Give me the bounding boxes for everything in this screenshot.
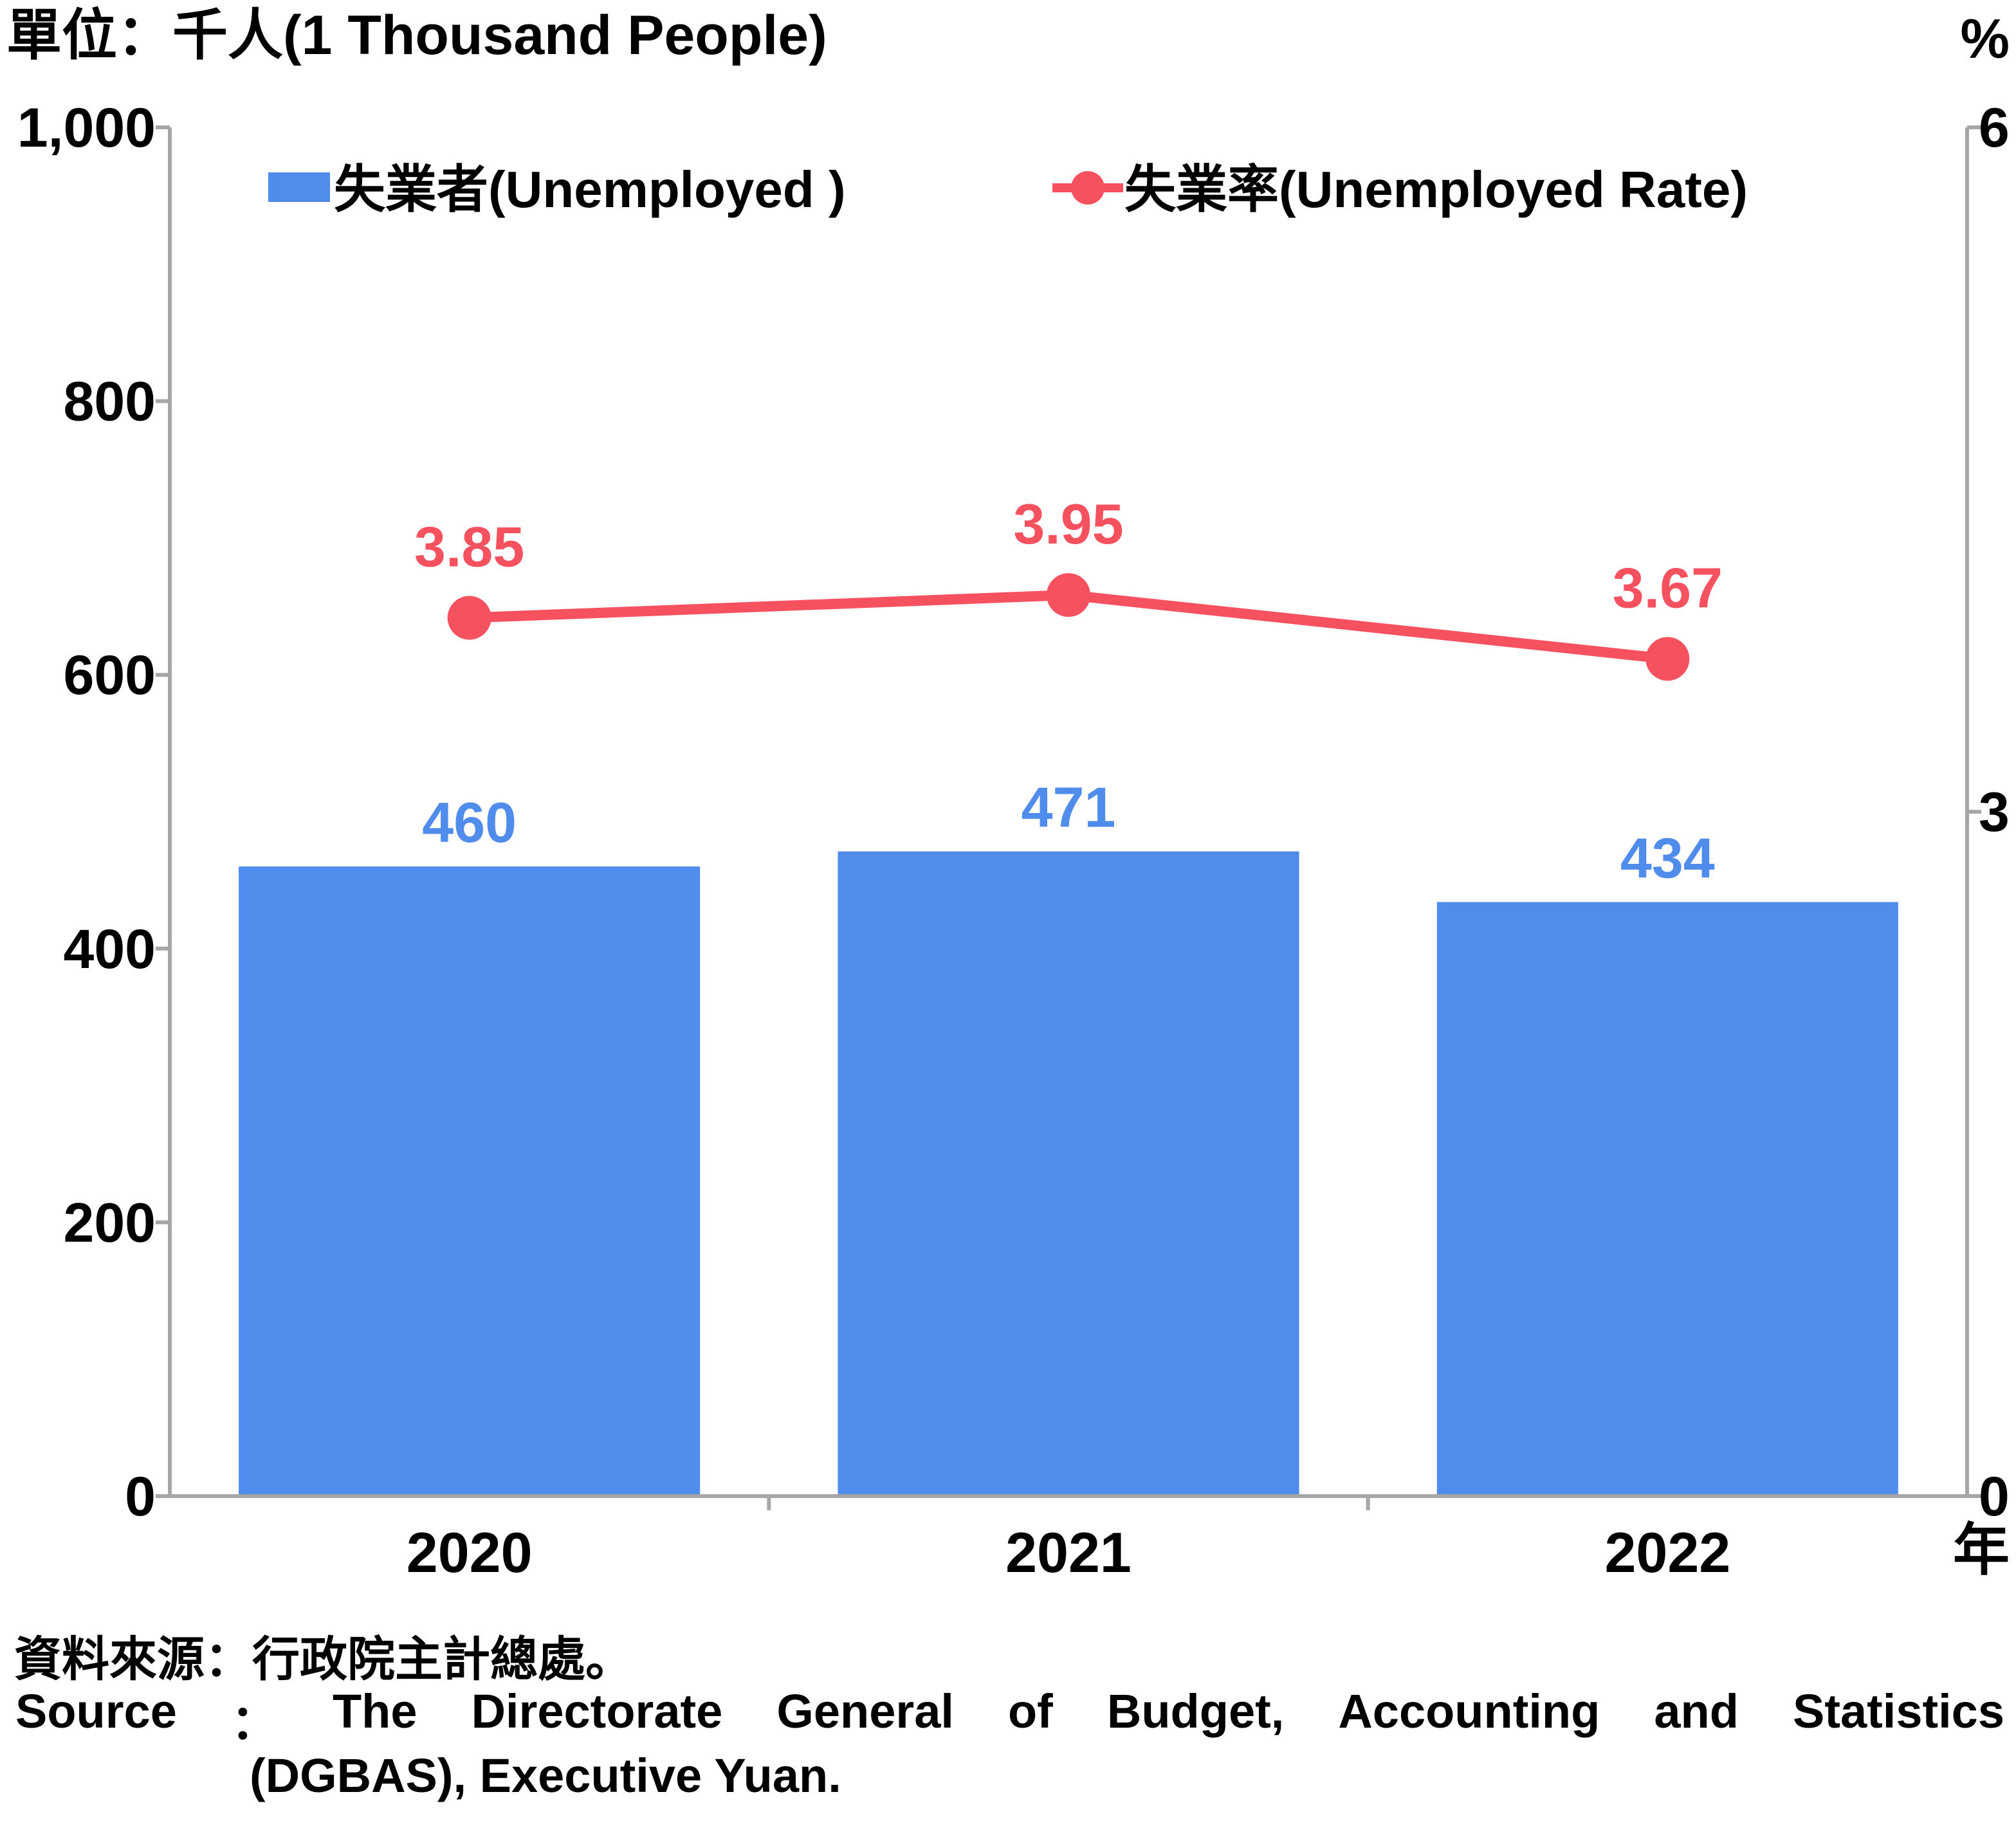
rate-point-2021 xyxy=(1047,573,1090,617)
data-labels: 460 471 434 3.85 3.95 3.67 xyxy=(414,492,1723,890)
legend-line-marker xyxy=(1071,171,1104,205)
source-word: and xyxy=(1654,1685,1739,1738)
legend-line-label: 失業率(Unemployed Rate) xyxy=(1124,161,1748,218)
axes xyxy=(156,125,1981,1510)
rate-point-2022 xyxy=(1645,637,1690,681)
source-word: Directorate xyxy=(471,1685,723,1738)
source-word: General xyxy=(776,1685,954,1738)
rate-label-2022: 3.67 xyxy=(1613,556,1723,619)
source-word: Accounting xyxy=(1338,1685,1600,1738)
line-series xyxy=(447,573,1690,681)
legend: 失業者(Unemployed ) 失業率(Unemployed Rate) xyxy=(268,161,1748,218)
y-left-tick-label: 0 xyxy=(125,1466,156,1528)
legend-bar-label: 失業者(Unemployed ) xyxy=(334,161,846,218)
bar-label-2020: 460 xyxy=(422,791,517,854)
bar-2022 xyxy=(1436,902,1898,1496)
y-right-tick-label: 3 xyxy=(1979,781,2010,843)
y-left-tick-label: 800 xyxy=(64,371,156,433)
right-axis-unit: % xyxy=(1961,8,2010,70)
left-axis-unit: 單位：千人(1 Thousand People) xyxy=(6,5,827,66)
source-en-line1: Source ： The Directorate General of Budget, Acc… xyxy=(15,1684,2004,1753)
y-left-tick-label: 600 xyxy=(64,644,156,706)
source-zh: 資料來源：行政院主計總處。 xyxy=(14,1632,633,1686)
tick-labels: 0 200 400 600 800 1,000 0 3 6 2020 2021 2022 xyxy=(17,97,2010,1584)
y-right-tick-label: 6 xyxy=(1979,97,2010,159)
legend-bar-swatch xyxy=(268,172,330,202)
rate-label-2021: 3.95 xyxy=(1013,492,1123,556)
y-left-tick-label: 1,000 xyxy=(17,97,156,159)
bar-label-2021: 471 xyxy=(1022,776,1116,839)
x-tick-label-2021: 2021 xyxy=(1005,1521,1132,1584)
source-word: Source xyxy=(15,1685,177,1738)
x-tick-label-2020: 2020 xyxy=(407,1521,533,1584)
source-word: of xyxy=(1007,1685,1053,1738)
y-left-tick-label: 200 xyxy=(64,1192,156,1254)
source-word: The xyxy=(332,1685,417,1738)
bar-2020 xyxy=(239,866,701,1496)
x-tick-label-2022: 2022 xyxy=(1604,1521,1730,1584)
source-word: Budget, xyxy=(1106,1685,1285,1738)
rate-point-2020 xyxy=(447,596,491,640)
rate-label-2020: 3.85 xyxy=(414,515,524,579)
y-right-tick-label: 0 xyxy=(1979,1466,2010,1528)
source-word: ： xyxy=(230,1695,279,1749)
bar-label-2022: 434 xyxy=(1620,826,1715,890)
bar-series xyxy=(239,851,1898,1496)
bar-2021 xyxy=(838,851,1299,1496)
source-en-line2: (DGBAS), Executive Yuan. xyxy=(250,1749,841,1802)
x-axis-unit: 年 xyxy=(1953,1518,2010,1582)
y-left-tick-label: 400 xyxy=(64,919,156,980)
source-word: Statistics xyxy=(1792,1685,2004,1738)
